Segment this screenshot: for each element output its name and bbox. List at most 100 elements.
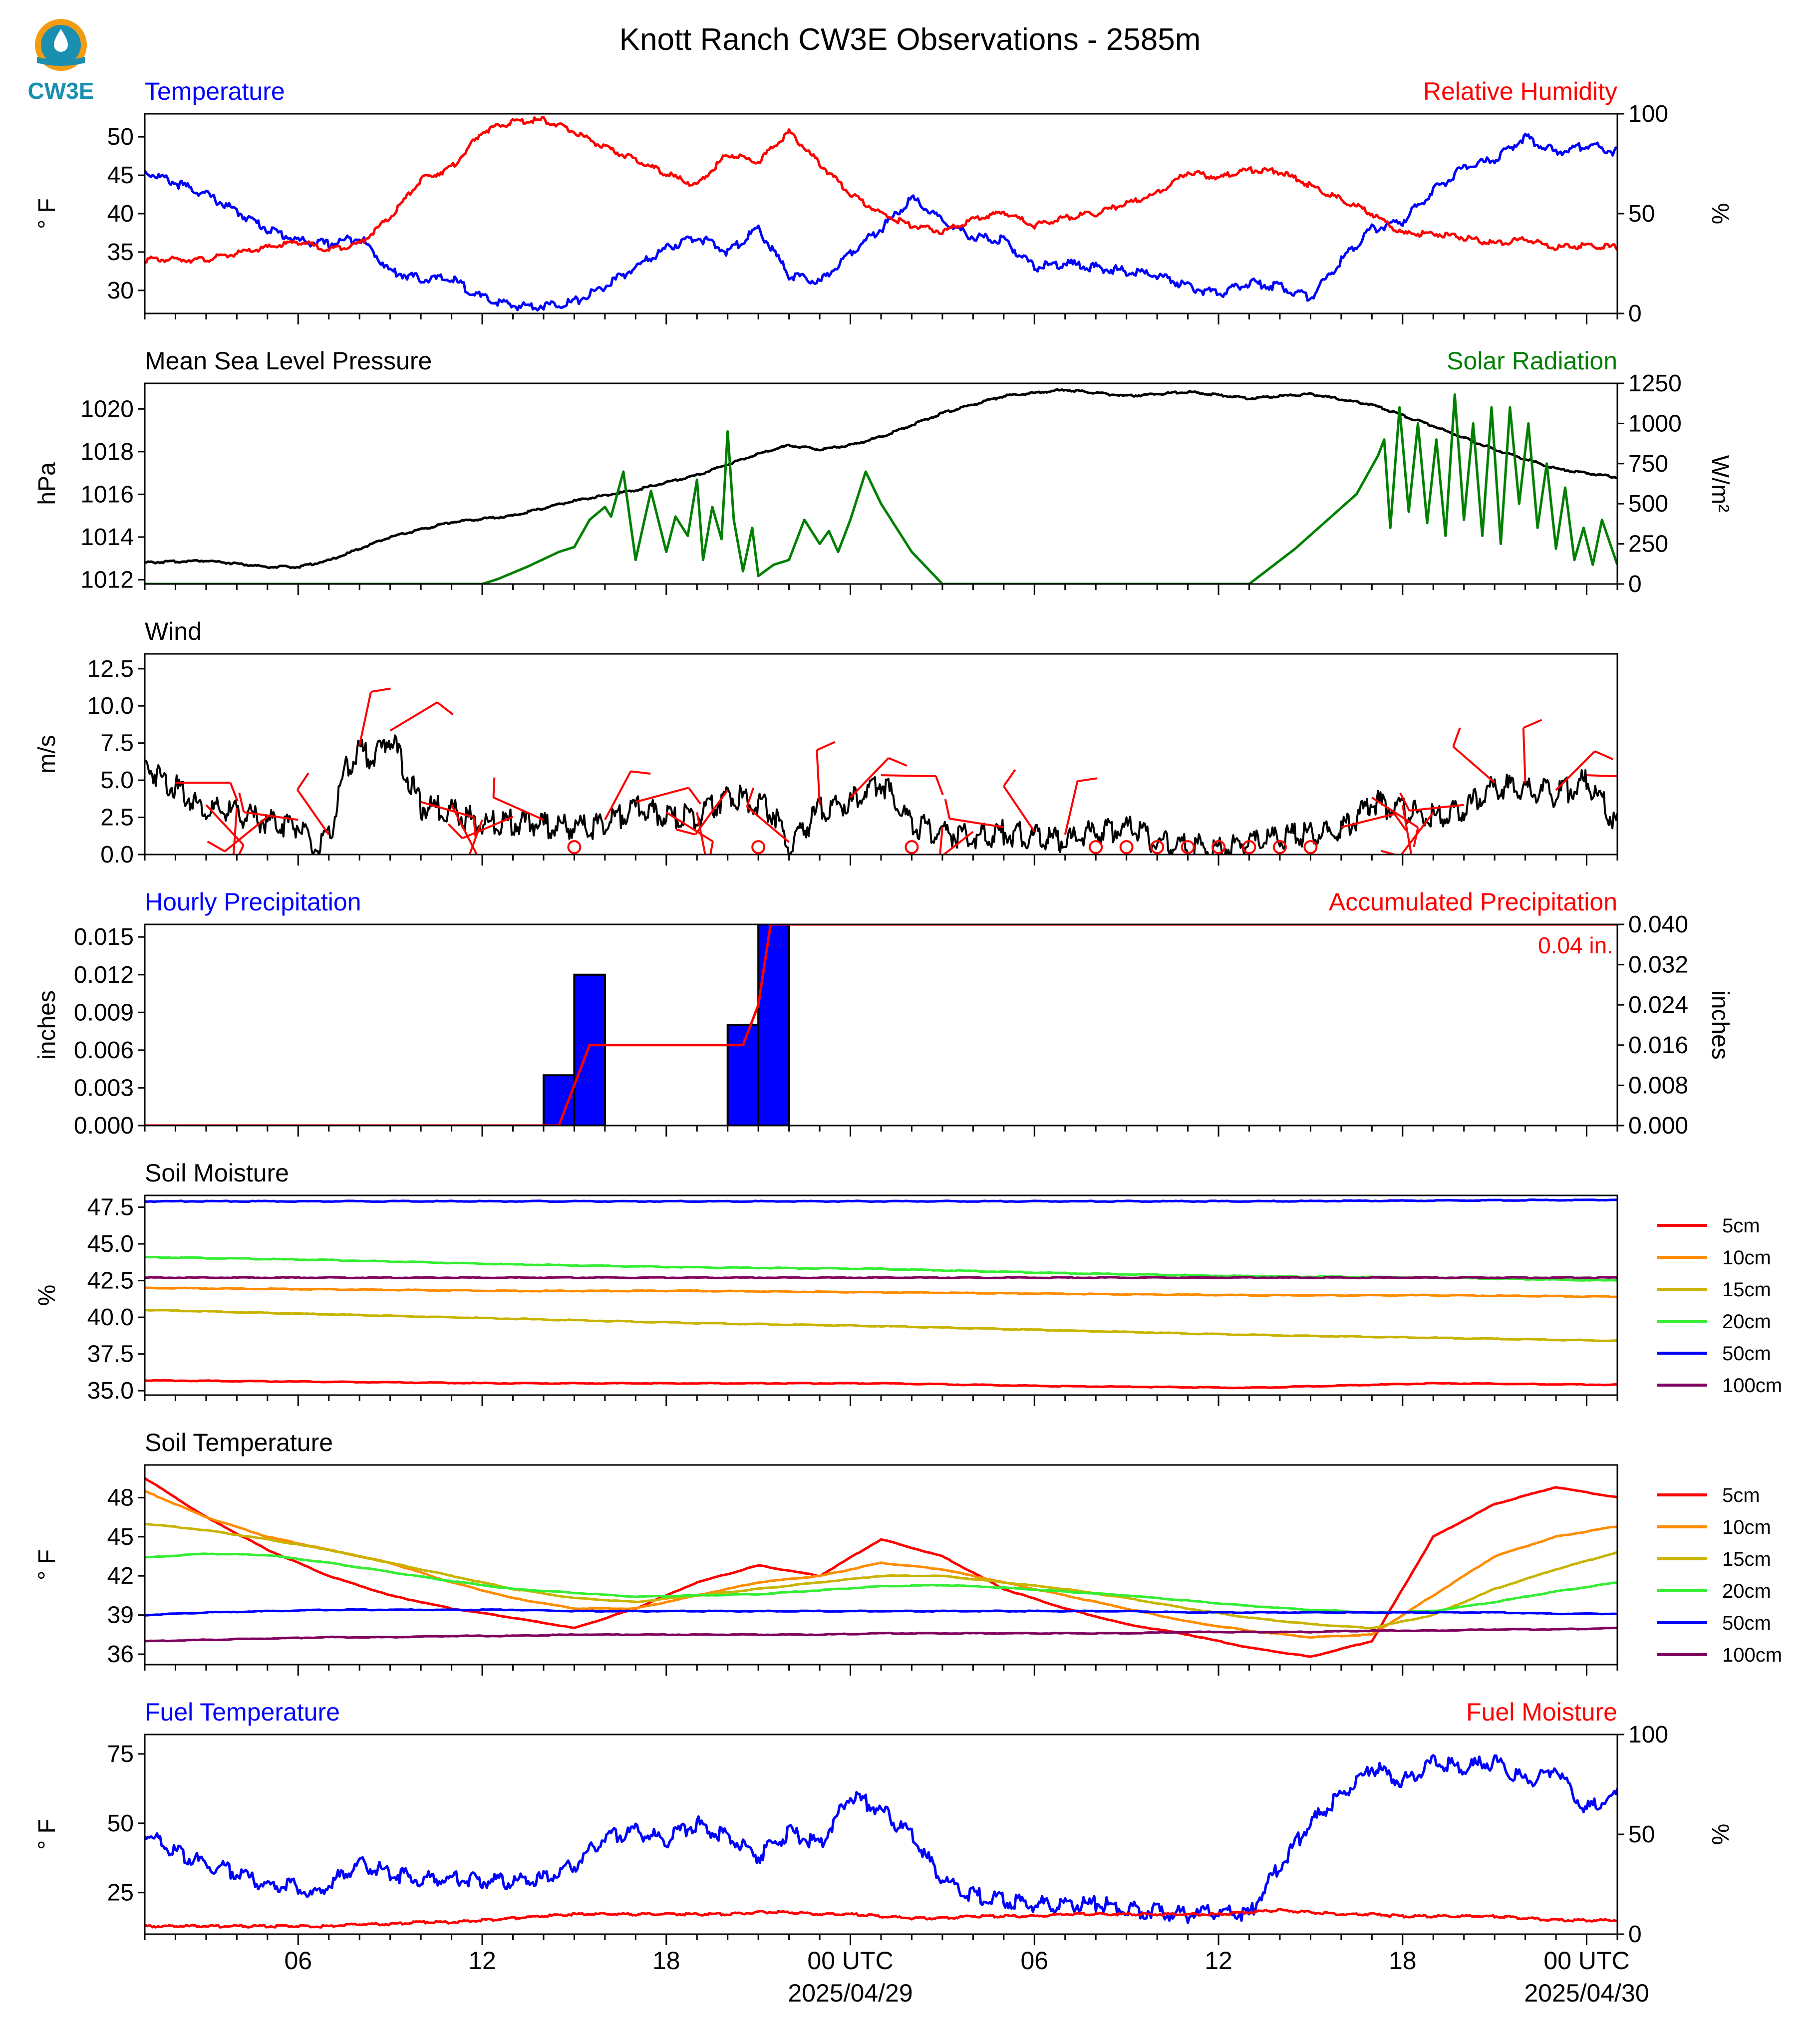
series-line-mean-sea-level-pressure xyxy=(145,388,1617,570)
series-line-50cm xyxy=(145,1198,1617,1203)
wind-barb xyxy=(850,757,890,799)
wind-barb xyxy=(746,806,790,843)
series-line-5cm xyxy=(145,1477,1617,1658)
x-tick-label: 12 xyxy=(468,1947,496,1975)
wind-barb xyxy=(942,831,974,855)
wind-barb-flag xyxy=(1077,777,1098,783)
y-tick-label-left: 48 xyxy=(107,1484,134,1511)
wind-barb xyxy=(949,818,1004,829)
precip-bar xyxy=(542,1074,576,1126)
panel-title-left: Mean Sea Level Pressure xyxy=(145,347,432,375)
y-tick-label-left: 75 xyxy=(107,1741,134,1767)
panel-title-right: Fuel Moisture xyxy=(1466,1698,1617,1726)
y-tick-label-right: 250 xyxy=(1628,531,1668,558)
series-line-solar-radiation xyxy=(145,393,1617,584)
plot-area xyxy=(145,687,1617,855)
wind-barb xyxy=(881,774,936,778)
wind-barb-calm xyxy=(567,840,582,855)
logo-text: CW3E xyxy=(28,78,94,104)
legend-label: 50cm xyxy=(1722,1612,1771,1634)
wind-barb xyxy=(816,750,821,805)
y-axis-label-left: m/s xyxy=(34,735,60,773)
wind-barb-calm xyxy=(1272,840,1287,855)
series-line-15cm xyxy=(145,1522,1617,1630)
panel-title-left: Hourly Precipitation xyxy=(145,888,361,916)
panel-0: Temperature Relative Humidity 30 35 40 45 50 0 5… xyxy=(34,77,1733,327)
wind-barb-calm xyxy=(1150,840,1165,855)
wind-barb-calm xyxy=(751,840,766,855)
y-tick-label-left: 1016 xyxy=(80,481,134,508)
plot-area xyxy=(145,116,1617,312)
y-tick-label-left: 12.5 xyxy=(87,656,134,682)
wind-barb-flag xyxy=(1399,792,1411,812)
x-date-label: 2025/04/30 xyxy=(1524,1979,1649,2007)
y-axis-label-right: % xyxy=(1707,1824,1733,1845)
series-line-relative-humidity xyxy=(145,116,1617,264)
y-axis-label-left: % xyxy=(34,1285,60,1306)
wind-barb-flag xyxy=(370,687,391,693)
y-tick-label-right: 0.024 xyxy=(1628,992,1688,1018)
series-line-fuel-temperature xyxy=(145,1754,1617,1924)
y-axis-label-left: ° F xyxy=(34,1549,60,1580)
cw3e-logo-icon: CW3E xyxy=(28,19,94,104)
wind-barb-flag xyxy=(888,757,908,767)
y-tick-label-left: 2.5 xyxy=(100,805,134,831)
series-line-50cm xyxy=(145,1608,1617,1617)
wind-barb xyxy=(635,787,689,803)
y-tick-label-right: 0.032 xyxy=(1628,952,1688,978)
wind-barb xyxy=(1555,750,1596,791)
x-tick-label: 12 xyxy=(1205,1947,1232,1975)
y-tick-label-left: 36 xyxy=(107,1641,134,1668)
wind-barb xyxy=(389,701,438,732)
wind-barb xyxy=(1586,774,1617,778)
y-tick-label-right: 50 xyxy=(1628,201,1655,227)
y-axis-label-right: inches xyxy=(1707,990,1733,1060)
y-tick-label-right: 0 xyxy=(1628,1921,1642,1948)
y-tick-label-right: 0.016 xyxy=(1628,1032,1688,1059)
y-tick-label-left: 1020 xyxy=(80,396,134,422)
panel-3: Hourly Precipitation Accumulated Precipit… xyxy=(34,888,1733,1139)
legend-label: 50cm xyxy=(1722,1343,1771,1365)
precip-bar xyxy=(757,924,790,1126)
legend-label: 10cm xyxy=(1722,1247,1771,1269)
series-line-10cm xyxy=(145,1286,1617,1299)
panel-2: Wind 0.0 2.5 5.0 7.5 10.0 12.5 m/s xyxy=(34,617,1618,868)
wind-barb-flag xyxy=(1452,727,1461,747)
wind-barb xyxy=(462,816,514,840)
y-tick-label-left: 47.5 xyxy=(87,1194,134,1221)
wind-barb-flag xyxy=(229,782,239,802)
y-axis-label-left: ° F xyxy=(34,1819,60,1850)
wind-barb xyxy=(1409,804,1464,812)
y-tick-label-left: 42 xyxy=(107,1563,134,1589)
legend-label: 5cm xyxy=(1722,1484,1760,1506)
wind-barb xyxy=(232,808,238,855)
y-tick-label-left: 0.009 xyxy=(74,999,134,1026)
wind-barb xyxy=(224,816,269,853)
legend-label: 15cm xyxy=(1722,1279,1771,1301)
y-tick-label-left: 0.003 xyxy=(74,1075,134,1101)
y-tick-label-left: 45 xyxy=(107,162,134,189)
wind-barb-calm xyxy=(1303,840,1318,855)
page-title: Knott Ranch CW3E Observations - 2585m xyxy=(619,22,1201,57)
y-axis-label-right: % xyxy=(1707,203,1733,225)
y-axis-label-left: inches xyxy=(34,990,60,1060)
panel-title-right: Relative Humidity xyxy=(1423,77,1617,105)
y-tick-label-left: 25 xyxy=(107,1880,134,1906)
y-tick-label-left: 1012 xyxy=(80,567,134,593)
legend-label: 15cm xyxy=(1722,1548,1771,1570)
panel-6: Fuel Temperature Fuel Moisture 25 50 75 0 50 10… xyxy=(34,1698,1733,1948)
wind-barb xyxy=(468,819,483,855)
wind-barb-flag xyxy=(238,792,245,813)
panel-5: Soil Temperature 36 39 42 45 48 ° F 5cm 10cm 15cm… xyxy=(34,1429,1782,1676)
x-tick-label: 18 xyxy=(652,1947,680,1975)
y-tick-label-left: 40.0 xyxy=(87,1304,134,1331)
wind-barb xyxy=(696,812,706,855)
wind-barb xyxy=(205,804,245,846)
y-tick-label-right: 100 xyxy=(1628,1722,1668,1748)
series-line-15cm xyxy=(145,1309,1617,1342)
y-tick-label-left: 45 xyxy=(107,1524,134,1550)
y-tick-label-left: 30 xyxy=(107,278,134,304)
panel-title-right: Solar Radiation xyxy=(1447,347,1617,375)
wind-barb xyxy=(1003,785,1035,833)
y-tick-label-right: 100 xyxy=(1628,101,1668,127)
